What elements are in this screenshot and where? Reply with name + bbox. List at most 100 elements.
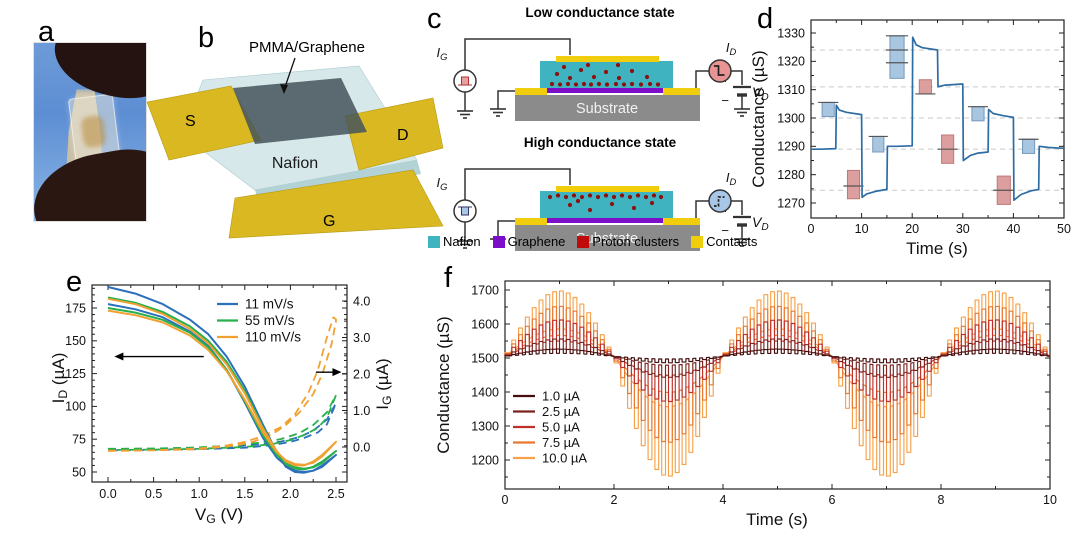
proton-cluster-dot <box>603 193 609 198</box>
pulse-train-trace-0 <box>504 348 1051 364</box>
proton-cluster-dot <box>647 81 653 87</box>
proton-cluster-dot <box>587 207 593 213</box>
x-axis-label: Time (s) <box>906 239 968 258</box>
proton-cluster-dot <box>567 75 573 81</box>
proton-cluster-dot <box>573 82 579 87</box>
proton-cluster-dot <box>629 81 635 87</box>
y-tick-label: 1320 <box>777 55 805 69</box>
left-contact <box>515 218 547 225</box>
proton-cluster-dot <box>629 68 635 74</box>
x-tick-label: 30 <box>956 222 970 236</box>
proton-cluster-dot <box>649 200 655 206</box>
proton-cluster-dot <box>549 81 555 87</box>
id-curve-1 <box>107 296 337 471</box>
y-left-tick-label: 150 <box>65 334 86 348</box>
x-tick-label: 4 <box>720 493 727 507</box>
pulse-train-trace-2 <box>504 319 1051 403</box>
source-label: S <box>185 113 196 130</box>
proton-cluster-dot <box>563 194 569 200</box>
y-right-tick-label: 1.0 <box>353 404 370 418</box>
y-right-axis-label: IG (µA) <box>373 358 394 409</box>
pulse-marker-blue <box>971 106 985 122</box>
y-axis-label: Conductance (µS) <box>750 50 768 187</box>
y-tick-label: 1400 <box>471 385 499 399</box>
y-right-tick-label: 0.0 <box>353 440 370 454</box>
positive-pulse-glyph <box>461 76 469 86</box>
y-tick-label: 1200 <box>471 453 499 467</box>
proton-cluster-dot <box>609 201 615 207</box>
x-tick-label: 2 <box>611 493 618 507</box>
x-tick-label: 0.5 <box>145 487 162 501</box>
low-state-title: Low conductance state <box>525 5 675 20</box>
pulse-marker-blue <box>821 101 835 118</box>
proton-cluster-dot <box>587 193 593 198</box>
conductance-trace <box>811 36 1065 202</box>
substrate <box>515 225 700 251</box>
legend-item-nafion: Nafion <box>428 234 481 249</box>
proton-cluster-dot <box>561 64 567 70</box>
pmma-graphene-channel <box>233 78 367 144</box>
battery-minus-label: − <box>721 223 729 238</box>
proton-cluster-dot <box>571 193 577 198</box>
proton-cluster-dot <box>613 81 619 87</box>
vd-label: VD <box>752 214 769 233</box>
proton-cluster-dot <box>596 81 602 87</box>
y-tick-label: 1700 <box>471 283 499 297</box>
graphene-layer <box>547 88 663 93</box>
pmma-graphene-label: PMMA/Graphene <box>249 39 365 56</box>
proton-cluster-dot <box>557 82 563 87</box>
legend-item-proton-clusters: Proton clusters <box>577 234 679 249</box>
y-left-tick-label: 125 <box>65 367 86 381</box>
nafion-legend-label: Nafion <box>443 234 481 249</box>
nafion-label: Nafion <box>272 155 318 172</box>
x-tick-label: 10 <box>1043 493 1057 507</box>
y-tick-label: 1270 <box>777 196 805 210</box>
proton-cluster-dot <box>579 194 585 200</box>
pointer-arrow-head <box>280 84 288 94</box>
proton-cluster-dot <box>615 62 621 68</box>
y-axis-label: Conductance (µS) <box>437 316 453 453</box>
y-tick-label: 1280 <box>777 168 805 182</box>
proton-clusters-swatch <box>577 235 590 248</box>
pulse-marker-blue <box>889 35 905 79</box>
legend-label-4: 10.0 µA <box>542 450 587 465</box>
conductance-step-glyph <box>714 196 725 207</box>
conductance-step-glyph <box>714 65 725 76</box>
proton-cluster-dot <box>658 194 664 200</box>
proton-cluster-dot <box>627 194 633 200</box>
proton-cluster-dot <box>578 67 584 73</box>
panel-label-f: f <box>444 262 453 294</box>
x-tick-label: 6 <box>829 493 836 507</box>
legend-item-contacts: Contacts <box>691 234 757 249</box>
proton-cluster-dot <box>555 193 561 198</box>
y-tick-label: 1300 <box>471 419 499 433</box>
wire <box>695 200 709 218</box>
id-curve-2 <box>107 297 337 467</box>
right-arrow-head <box>332 368 342 377</box>
wire <box>497 90 515 109</box>
plot-frame <box>91 284 348 483</box>
proton-clusters-legend-label: Proton clusters <box>592 234 680 249</box>
left-arrow-head <box>114 352 124 361</box>
ig-label: IG <box>437 45 448 62</box>
device-film-core <box>79 115 107 149</box>
pulse-marker-blue <box>1022 138 1036 154</box>
gate-electrode <box>228 169 444 239</box>
proton-cluster-dot <box>603 69 609 75</box>
wire <box>464 38 571 70</box>
graphene-swatch <box>492 235 505 248</box>
panel-label-e: e <box>66 266 83 298</box>
negative-pulse-glyph <box>461 206 469 216</box>
nafion-swatch <box>428 235 440 248</box>
proton-cluster-dot <box>643 194 649 200</box>
proton-cluster-dot <box>638 82 644 87</box>
y-left-tick-label: 50 <box>72 465 86 479</box>
drain-current-meter <box>708 59 732 83</box>
drain-current-meter <box>708 189 732 213</box>
y-left-tick-label: 175 <box>65 301 86 315</box>
x-tick-label: 1.0 <box>191 487 208 501</box>
x-tick-label: 1.5 <box>236 487 253 501</box>
pulse-marker-red <box>846 169 861 200</box>
high-state-title: High conductance state <box>523 135 677 150</box>
